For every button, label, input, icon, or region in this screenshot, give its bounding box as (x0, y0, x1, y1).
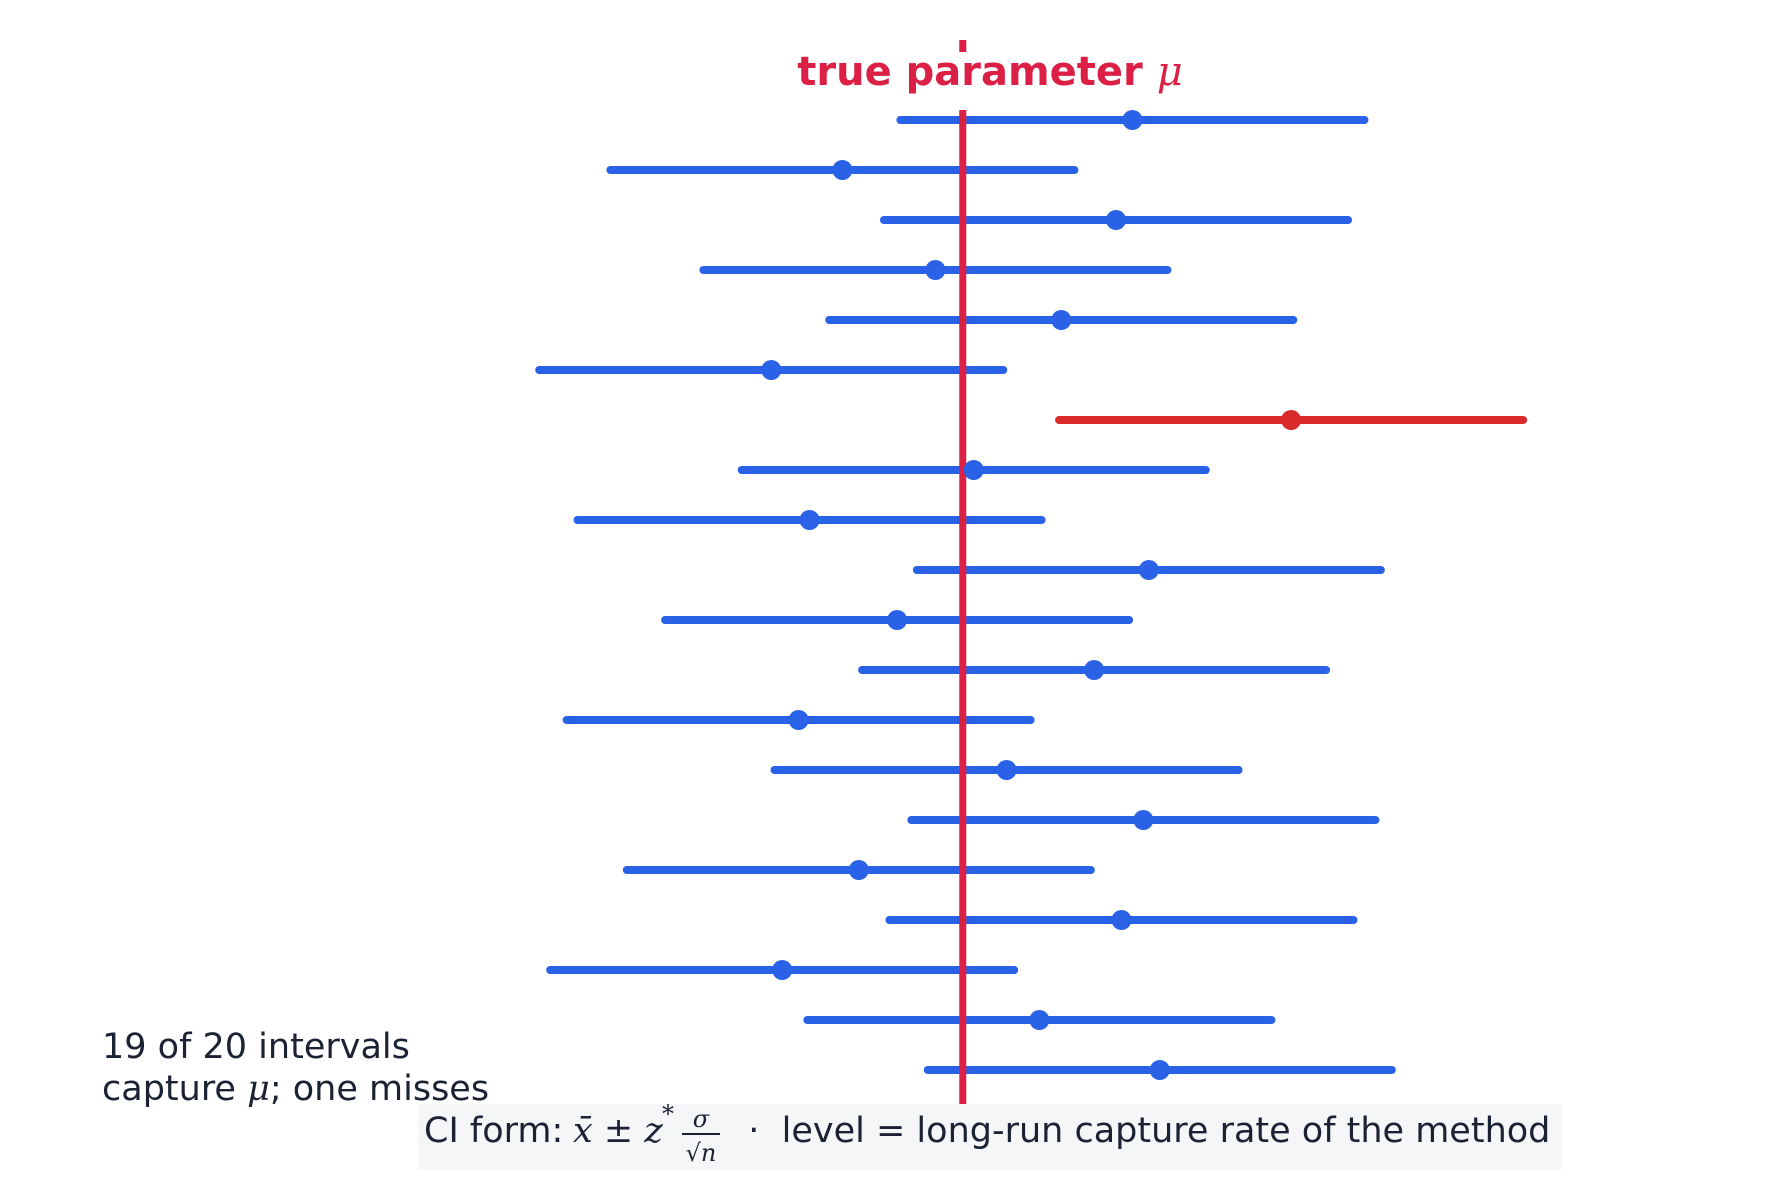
point-estimate-20 (1149, 1060, 1170, 1080)
point-estimate-5 (1051, 310, 1072, 330)
point-estimate-10 (1138, 560, 1159, 580)
formula-main: x̄ ± z (573, 1111, 663, 1151)
point-estimate-19 (1029, 1010, 1050, 1030)
point-estimate-18 (772, 960, 793, 980)
formula-superscript: * (662, 1100, 674, 1128)
point-estimate-13 (788, 710, 809, 730)
true-parameter-label: true parameter μ (797, 49, 1182, 95)
point-estimate-1 (1122, 110, 1143, 130)
point-estimate-12 (1084, 660, 1105, 680)
point-estimate-6 (761, 360, 782, 380)
point-estimate-17 (1111, 910, 1132, 930)
point-estimate-9 (799, 510, 820, 530)
formula-fraction-denominator: √n (686, 1139, 717, 1167)
point-estimate-4 (925, 260, 946, 280)
point-estimate-7 (1281, 410, 1302, 430)
point-estimate-14 (996, 760, 1017, 780)
formula-suffix: · level = long-run capture rate of the m… (726, 1111, 1550, 1151)
point-estimate-8 (963, 460, 984, 480)
point-estimate-15 (1133, 810, 1154, 830)
point-estimates-layer (761, 110, 1302, 1080)
capture-annotation-line-2: capture μ; one misses (102, 1069, 489, 1109)
capture-annotation-line-1: 19 of 20 intervals (102, 1027, 410, 1067)
point-estimate-3 (1106, 210, 1126, 230)
intervals-layer (535, 116, 1528, 1074)
point-estimate-16 (848, 860, 869, 880)
formula-prefix: CI form: (424, 1111, 563, 1151)
formula-box (418, 1104, 1562, 1170)
point-estimate-11 (887, 610, 908, 630)
formula-fraction-numerator: σ (693, 1105, 710, 1133)
point-estimate-2 (832, 160, 853, 180)
